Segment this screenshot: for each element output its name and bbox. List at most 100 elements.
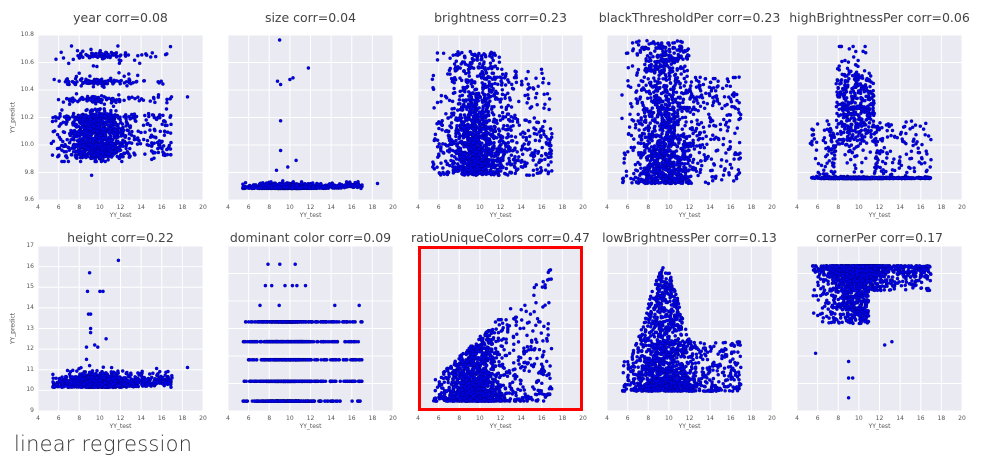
x-tick-label: 14 xyxy=(137,204,145,211)
x-tick-label: 10 xyxy=(665,415,673,422)
x-tick-label: 18 xyxy=(747,415,756,422)
x-tick-label: 16 xyxy=(157,415,166,422)
x-tick-label: 20 xyxy=(579,204,587,211)
x-tick-label: 20 xyxy=(958,415,966,422)
y-tick-label: 17 xyxy=(26,242,34,249)
y-tick-label: 11 xyxy=(26,365,34,373)
y-tick-label: 16 xyxy=(26,262,34,270)
x-tick-label: 14 xyxy=(706,204,714,211)
x-tick-label: 4 xyxy=(605,415,609,422)
x-tick-label: 14 xyxy=(517,415,525,422)
plot-title: blackThresholdPer corr=0.23 xyxy=(598,10,781,25)
x-tick-label: 12 xyxy=(306,415,315,422)
x-tick-label: 6 xyxy=(436,204,441,211)
x-tick-label: 16 xyxy=(916,415,925,422)
x-tick-label: 18 xyxy=(368,415,377,422)
x-axis-label: YY_test xyxy=(678,423,701,430)
x-tick-label: 18 xyxy=(558,415,567,422)
plot-title: height corr=0.22 xyxy=(67,230,174,245)
plot-axes xyxy=(417,245,584,412)
y-tick-label: 13 xyxy=(26,324,34,332)
x-tick-label: 10 xyxy=(286,204,294,211)
scatter-plot-area xyxy=(606,245,773,412)
x-tick-label: 6 xyxy=(625,415,630,422)
x-tick-label: 12 xyxy=(116,204,125,211)
x-tick-label: 8 xyxy=(267,204,272,211)
plot-axes xyxy=(606,245,773,412)
y-tick-label: 10.8 xyxy=(20,31,34,38)
y-tick-label: 14 xyxy=(26,303,34,311)
x-tick-label: 6 xyxy=(246,204,251,211)
y-tick-label: 10.2 xyxy=(20,113,34,121)
x-axis-label: YY_test xyxy=(109,423,132,430)
x-axis-label: YY_test xyxy=(109,212,132,219)
scatter-plot-area xyxy=(606,34,773,201)
x-tick-label: 10 xyxy=(476,204,484,211)
x-tick-label: 6 xyxy=(436,415,441,422)
x-tick-label: 16 xyxy=(347,415,356,422)
y-tick-label: 10.4 xyxy=(20,86,34,93)
x-tick-label: 16 xyxy=(916,204,925,211)
x-tick-label: 12 xyxy=(875,204,884,211)
x-tick-label: 18 xyxy=(178,415,187,422)
x-tick-label: 6 xyxy=(815,415,820,422)
x-tick-label: 6 xyxy=(246,415,251,422)
y-tick-label: 9.8 xyxy=(24,168,34,176)
x-tick-label: 4 xyxy=(36,204,40,211)
x-tick-label: 12 xyxy=(496,204,505,211)
x-tick-label: 12 xyxy=(685,204,694,211)
y-tick-label: 12 xyxy=(26,345,34,353)
x-tick-label: 20 xyxy=(199,415,207,422)
x-tick-label: 6 xyxy=(56,204,61,211)
x-tick-label: 6 xyxy=(625,204,630,211)
plot-title: ratioUniqueColors corr=0.47 xyxy=(411,230,590,245)
x-axis-label: YY_test xyxy=(868,212,891,219)
x-tick-label: 6 xyxy=(56,415,61,422)
x-tick-label: 10 xyxy=(96,415,104,422)
x-tick-label: 14 xyxy=(896,204,904,211)
x-tick-label: 4 xyxy=(226,415,230,422)
x-tick-label: 20 xyxy=(768,415,776,422)
x-tick-label: 14 xyxy=(896,415,904,422)
x-tick-label: 16 xyxy=(726,415,735,422)
x-axis-label: YY_test xyxy=(868,423,891,430)
x-tick-label: 20 xyxy=(768,204,776,211)
x-tick-label: 4 xyxy=(795,415,799,422)
y-tick-label: 10.0 xyxy=(20,141,34,148)
plot-title: brightness corr=0.23 xyxy=(434,10,567,25)
plot-title: dominant color corr=0.09 xyxy=(229,230,392,245)
x-tick-label: 16 xyxy=(726,204,735,211)
x-tick-label: 8 xyxy=(836,204,841,211)
x-tick-label: 12 xyxy=(875,415,884,422)
plot-title: cornerPer corr=0.17 xyxy=(816,230,943,245)
plot-axes xyxy=(606,34,773,201)
x-tick-label: 20 xyxy=(199,204,207,211)
scatter-plot-area xyxy=(417,245,584,412)
x-tick-label: 14 xyxy=(327,415,335,422)
x-tick-label: 10 xyxy=(96,204,104,211)
x-tick-label: 14 xyxy=(327,204,335,211)
plot-axes xyxy=(796,34,963,201)
x-tick-label: 8 xyxy=(646,415,651,422)
x-tick-label: 8 xyxy=(77,415,82,422)
figure-caption: linear regression xyxy=(14,432,193,456)
scatter-plot-area xyxy=(227,245,394,412)
x-tick-label: 10 xyxy=(855,204,863,211)
x-tick-label: 6 xyxy=(815,204,820,211)
plot-axes xyxy=(37,245,204,412)
x-tick-label: 4 xyxy=(226,204,230,211)
x-tick-label: 18 xyxy=(368,204,377,211)
x-tick-label: 18 xyxy=(558,204,567,211)
x-tick-label: 16 xyxy=(537,415,546,422)
x-axis-label: YY_test xyxy=(678,212,701,219)
x-tick-label: 4 xyxy=(795,204,799,211)
plot-axes xyxy=(37,34,204,201)
x-tick-label: 20 xyxy=(389,204,397,211)
x-axis-label: YY_test xyxy=(489,423,512,430)
x-tick-label: 8 xyxy=(457,415,462,422)
x-tick-label: 14 xyxy=(137,415,145,422)
scatter-plot-area xyxy=(37,245,204,412)
plot-axes xyxy=(417,34,584,201)
plot-axes xyxy=(227,34,394,201)
x-tick-label: 4 xyxy=(416,204,420,211)
